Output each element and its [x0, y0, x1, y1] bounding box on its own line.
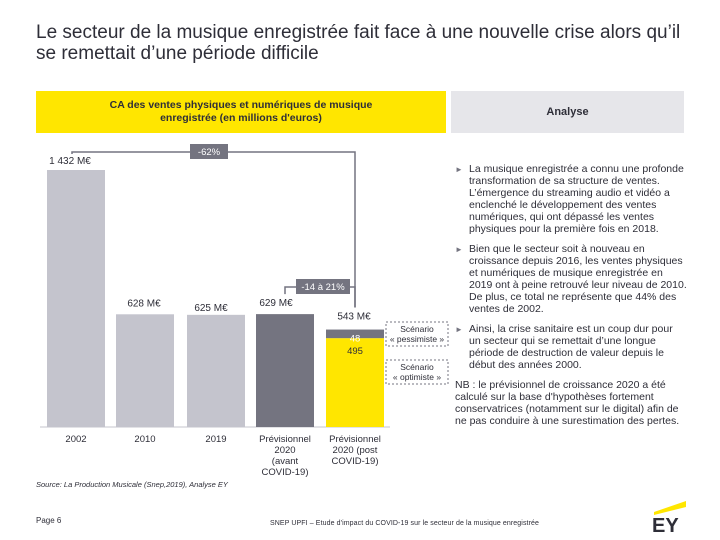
value-label-4: 543 M€ [337, 312, 371, 323]
ey-logo-icon: EY [652, 501, 686, 534]
scenario-pessimiste-label-2: « pessimiste » [390, 334, 445, 344]
value-label-0: 1 432 M€ [49, 156, 91, 167]
page-number: Page 6 [36, 516, 62, 525]
category-label-3-2: (avant [272, 456, 299, 467]
bar-post-covid-extra [326, 329, 384, 339]
scenario-optimiste-box [385, 359, 449, 385]
page-title: Le secteur de la musique enregistrée fai… [36, 22, 681, 64]
category-label-3-0: Prévisionnel [259, 434, 311, 445]
ey-logo-text: EY [652, 515, 679, 534]
category-label-3-3: COVID-19) [262, 467, 309, 478]
methodology-note: NB : le prévisionnel de croissance 2020 … [455, 379, 680, 427]
category-label-3-1: 2020 [274, 445, 295, 456]
analysis-bullet-1: ► La musique enregistrée a connu une pro… [455, 163, 684, 235]
bar-post-covid-base [326, 338, 384, 427]
bar-2010-1 [116, 314, 174, 427]
analysis-bullet-3: ► Ainsi, la crise sanitaire est un coup … [455, 323, 673, 371]
bullet-arrow-icon: ► [455, 325, 463, 334]
value-label-3: 629 M€ [259, 298, 293, 309]
bar-2002-0 [47, 170, 105, 427]
source-note: Source: La Production Musicale (Snep,201… [36, 480, 228, 489]
annotation-14-21: -14 à 21% [301, 282, 345, 293]
data-label-extra: 48 [350, 334, 361, 345]
bar-prévisionnel-3 [256, 314, 314, 427]
category-label-4-2: COVID-19) [332, 456, 379, 467]
value-label-2: 625 M€ [194, 303, 228, 314]
bar-2019-2 [187, 314, 245, 427]
data-label-base: 495 [347, 346, 363, 357]
scenario-optimiste-label-2: « optimiste » [393, 372, 441, 382]
value-label-1: 628 M€ [127, 298, 161, 309]
category-label-1-0: 2010 [134, 434, 155, 445]
category-label-0-0: 2002 [65, 434, 86, 445]
annotation-box-14-21 [296, 279, 350, 294]
annotation-box-62 [190, 144, 228, 159]
scenario-pessimiste-box [385, 321, 449, 347]
scenario-pessimiste-label-1: Scénario [400, 324, 434, 334]
bullet-arrow-icon: ► [455, 245, 463, 254]
category-label-2-0: 2019 [205, 434, 226, 445]
analysis-header: Analyse [451, 91, 684, 133]
scenario-optimiste-label-1: Scénario [400, 362, 434, 372]
analysis-panel: ► La musique enregistrée a connu une pro… [455, 163, 687, 427]
category-label-4-0: Prévisionnel [329, 434, 381, 445]
footer-document-title: SNEP UPFI – Etude d'impact du COVID-19 s… [270, 520, 540, 527]
chart-header: CA des ventes physiques et numériques de… [36, 91, 446, 133]
annotation-62: -62% [198, 147, 221, 158]
bullet-arrow-icon: ► [455, 165, 463, 174]
category-label-4-1: 2020 (post [333, 445, 378, 456]
analysis-bullet-2: ► Bien que le secteur soit à nouveau en … [455, 243, 687, 315]
